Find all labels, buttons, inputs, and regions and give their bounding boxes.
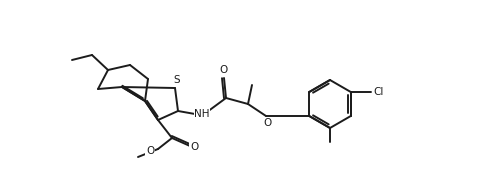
Text: O: O [263,118,271,128]
Text: O: O [146,146,154,156]
Text: NH: NH [194,109,210,119]
Text: Cl: Cl [374,87,384,97]
Text: S: S [174,75,180,85]
Text: O: O [219,65,227,75]
Text: O: O [190,142,198,152]
